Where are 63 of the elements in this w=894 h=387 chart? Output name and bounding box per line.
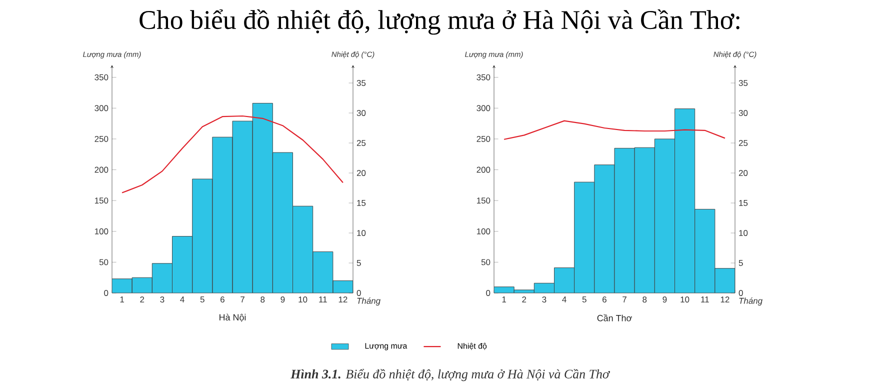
y-tick-label: 150 <box>94 198 108 204</box>
y-tick-label: 250 <box>94 136 108 142</box>
y2-tick-label: 30 <box>738 110 748 116</box>
y-tick-label: 200 <box>476 166 490 173</box>
x-tick-label: 2 <box>140 296 144 302</box>
x-tick-label: 7 <box>240 296 244 302</box>
x-tick-label: 7 <box>622 296 626 302</box>
y2-tick-label: 35 <box>738 80 748 86</box>
x-tick-label: 10 <box>298 296 308 303</box>
x-tick-label: 4 <box>562 296 566 302</box>
x-tick-label: 2 <box>522 296 526 302</box>
y-tick-label: 350 <box>476 74 490 80</box>
y-tick-label: 150 <box>477 198 490 204</box>
x-tick-label: 3 <box>160 296 164 303</box>
y-tick-label: 50 <box>481 259 490 266</box>
text: Cho biểu đồ nhiệt độ, lượng mưa ở Hà Nội và Cần Thơ: <box>140 9 740 35</box>
x-tick-label: 6 <box>220 296 224 303</box>
x-tick-label: 12 <box>720 296 730 302</box>
x-tick-label: 8 <box>642 296 647 303</box>
y-tick-label: 100 <box>477 228 490 234</box>
x-tick-label: 6 <box>602 296 606 303</box>
x-tick-label: 9 <box>280 296 285 303</box>
y2-tick-label: 0 <box>738 290 743 296</box>
y-tick-label: 300 <box>476 105 490 112</box>
x-tick-label: 1 <box>502 296 506 302</box>
y2-tick-label: 35 <box>356 80 366 86</box>
x-tick-label: 1 <box>120 296 124 302</box>
y2-tick-label: 5 <box>738 260 743 266</box>
y2-tick-label: 10 <box>739 230 748 236</box>
y2-tick-label: 10 <box>357 230 366 236</box>
x-tick-label: 8 <box>260 296 265 303</box>
x-axis-title: Tháng <box>739 298 762 306</box>
x-tick-label: 3 <box>542 296 546 303</box>
x-tick-label: 5 <box>582 296 586 302</box>
text: Hình 3.1. Biểu đồ nhiệt độ, lượng mưa ở Hà Nội và Cần Thơ <box>290 368 610 382</box>
y2-tick-label: 25 <box>738 140 748 146</box>
x-tick-label: 11 <box>319 296 327 302</box>
text: Hà Nội <box>220 314 246 322</box>
y2-tick-label: 15 <box>739 200 748 206</box>
y-tick-label: 50 <box>99 259 108 266</box>
x-tick-label: 9 <box>662 296 667 303</box>
y2-tick-label: 25 <box>356 140 366 146</box>
y-tick-label: 0 <box>104 290 108 296</box>
y-tick-label: 250 <box>476 136 490 142</box>
line-series <box>121 115 344 194</box>
x-tick-label: 10 <box>680 296 690 303</box>
y2-tick-label: 20 <box>356 170 366 176</box>
y-tick-label: 100 <box>94 228 108 234</box>
x-axis-title: Tháng <box>357 298 380 306</box>
x-tick-label: 4 <box>180 296 184 302</box>
y2-tick-label: 20 <box>738 170 748 176</box>
y2-tick-label: 15 <box>357 200 366 206</box>
y-tick-label: 350 <box>94 74 108 80</box>
y2-tick-label: 0 <box>356 290 361 296</box>
y-tick-label: 200 <box>94 166 108 173</box>
x-tick-label: 5 <box>200 296 204 302</box>
y2-tick-label: 5 <box>356 260 361 266</box>
x-tick-label: 12 <box>338 296 348 302</box>
y-tick-label: 0 <box>486 290 490 296</box>
y2-tick-label: 30 <box>356 110 366 116</box>
text: Cần Thơ <box>597 314 632 322</box>
y-tick-label: 300 <box>94 105 108 112</box>
x-tick-label: 11 <box>701 296 709 302</box>
